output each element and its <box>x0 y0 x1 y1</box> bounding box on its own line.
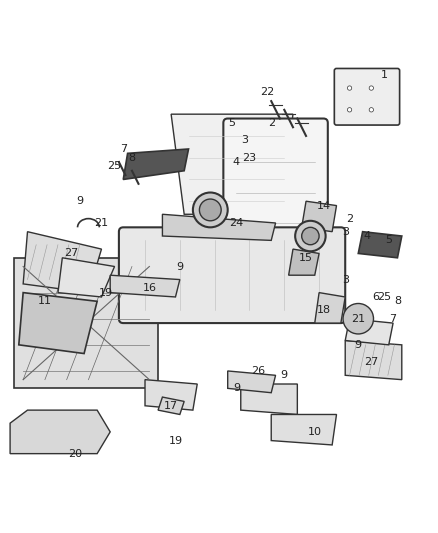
Polygon shape <box>145 379 197 410</box>
Text: 23: 23 <box>242 152 257 163</box>
Text: 24: 24 <box>229 218 244 228</box>
Polygon shape <box>58 258 115 297</box>
FancyBboxPatch shape <box>119 228 345 323</box>
Polygon shape <box>358 232 402 258</box>
Polygon shape <box>302 201 336 232</box>
Text: 6: 6 <box>372 292 379 302</box>
Text: 27: 27 <box>64 248 78 259</box>
Polygon shape <box>228 371 276 393</box>
Text: 2: 2 <box>268 118 275 128</box>
Polygon shape <box>162 214 276 240</box>
Text: 9: 9 <box>176 262 184 271</box>
Text: 19: 19 <box>99 288 113 297</box>
Circle shape <box>302 228 319 245</box>
Text: 3: 3 <box>342 274 349 285</box>
Text: 18: 18 <box>316 305 331 315</box>
Circle shape <box>199 199 221 221</box>
Text: 15: 15 <box>299 253 313 263</box>
Text: 9: 9 <box>76 196 83 206</box>
Polygon shape <box>241 384 297 415</box>
Text: 25: 25 <box>107 161 122 172</box>
Text: 9: 9 <box>233 383 240 393</box>
Text: 3: 3 <box>342 227 349 237</box>
Polygon shape <box>110 275 180 297</box>
Polygon shape <box>289 249 319 275</box>
Text: 21: 21 <box>95 218 109 228</box>
Polygon shape <box>23 232 102 293</box>
Text: 8: 8 <box>394 296 401 306</box>
Text: 3: 3 <box>242 135 249 146</box>
Polygon shape <box>171 114 293 214</box>
Text: 9: 9 <box>355 340 362 350</box>
Polygon shape <box>345 319 393 345</box>
Polygon shape <box>271 415 336 445</box>
Polygon shape <box>123 149 188 180</box>
Text: 22: 22 <box>260 87 274 98</box>
FancyBboxPatch shape <box>334 68 399 125</box>
Text: 1: 1 <box>381 70 388 80</box>
Text: 26: 26 <box>251 366 265 376</box>
FancyBboxPatch shape <box>14 258 158 389</box>
Text: 9: 9 <box>281 370 288 381</box>
Text: 20: 20 <box>68 449 82 458</box>
Polygon shape <box>19 293 97 353</box>
Circle shape <box>347 108 352 112</box>
Text: 2: 2 <box>346 214 353 224</box>
Circle shape <box>193 192 228 228</box>
Text: 21: 21 <box>351 314 365 324</box>
Text: 5: 5 <box>229 118 236 128</box>
Text: 7: 7 <box>389 314 397 324</box>
Text: 25: 25 <box>377 292 392 302</box>
FancyBboxPatch shape <box>223 118 328 249</box>
Text: 4: 4 <box>233 157 240 167</box>
Text: 27: 27 <box>364 357 378 367</box>
Polygon shape <box>315 293 345 323</box>
Polygon shape <box>158 397 184 415</box>
Circle shape <box>347 86 352 90</box>
Circle shape <box>369 86 374 90</box>
Text: 4: 4 <box>364 231 371 241</box>
Text: 10: 10 <box>308 427 322 437</box>
Polygon shape <box>10 410 110 454</box>
Text: 17: 17 <box>164 401 178 411</box>
Text: 11: 11 <box>38 296 52 306</box>
Wedge shape <box>343 303 374 334</box>
Text: 19: 19 <box>169 435 183 446</box>
Text: 7: 7 <box>120 144 127 154</box>
Text: 5: 5 <box>385 236 392 245</box>
Text: 8: 8 <box>128 152 135 163</box>
Text: 16: 16 <box>142 283 156 293</box>
Polygon shape <box>345 341 402 379</box>
Circle shape <box>295 221 325 251</box>
Text: 14: 14 <box>316 200 331 211</box>
Circle shape <box>369 108 374 112</box>
